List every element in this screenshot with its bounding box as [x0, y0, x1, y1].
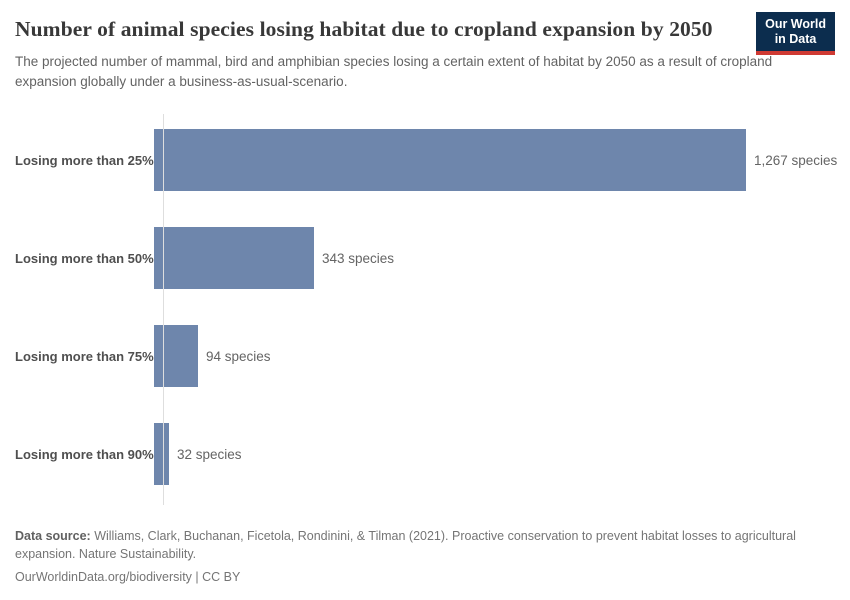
bar-track: 32 species — [152, 423, 835, 486]
bar-row: Losing more than 50% 343 species — [15, 227, 835, 290]
owid-logo-line1: Our World — [765, 17, 826, 31]
citation-line: OurWorldinData.org/biodiversity | CC BY — [15, 569, 241, 584]
bar[interactable] — [154, 423, 169, 486]
category-label: Losing more than 90% — [15, 446, 154, 462]
category-label: Losing more than 75% — [15, 348, 154, 364]
bar[interactable] — [154, 129, 746, 192]
owid-logo-line2: in Data — [774, 32, 817, 46]
bar-row: Losing more than 25% 1,267 species — [15, 129, 838, 192]
bar[interactable] — [154, 227, 314, 290]
owid-logo[interactable]: Our World in Data — [756, 12, 835, 55]
chart-header: Number of animal species losing habitat … — [15, 0, 835, 91]
data-source-text: Williams, Clark, Buchanan, Ficetola, Ron… — [15, 528, 796, 561]
bar-track: 1,267 species — [152, 129, 838, 192]
value-label: 1,267 species — [754, 152, 838, 168]
value-label: 343 species — [322, 250, 395, 266]
bar-row: Losing more than 75% 94 species — [15, 325, 835, 388]
data-source-note: Data source: Williams, Clark, Buchanan, … — [15, 527, 835, 563]
chart-footer: Data source: Williams, Clark, Buchanan, … — [15, 517, 835, 600]
bar-plot: Losing more than 25% 1,267 species Losing … — [15, 114, 838, 506]
value-label: 32 species — [177, 446, 242, 462]
bar[interactable] — [154, 325, 198, 388]
bar-row: Losing more than 90% 32 species — [15, 423, 835, 486]
bar-chart: Losing more than 25% 1,267 species Losing … — [15, 114, 838, 516]
category-label: Losing more than 50% — [15, 250, 154, 266]
y-axis-line — [163, 114, 164, 506]
chart-subtitle: The projected number of mammal, bird and… — [15, 54, 773, 89]
data-source-label: Data source: — [15, 528, 91, 543]
bar-track: 343 species — [152, 227, 835, 290]
value-label: 94 species — [206, 348, 271, 364]
bar-track: 94 species — [152, 325, 835, 388]
page-title: Number of animal species losing habitat … — [15, 17, 713, 41]
bar-plot-rows: Losing more than 25% 1,267 species Losing … — [15, 129, 838, 486]
category-label: Losing more than 25% — [15, 152, 154, 168]
